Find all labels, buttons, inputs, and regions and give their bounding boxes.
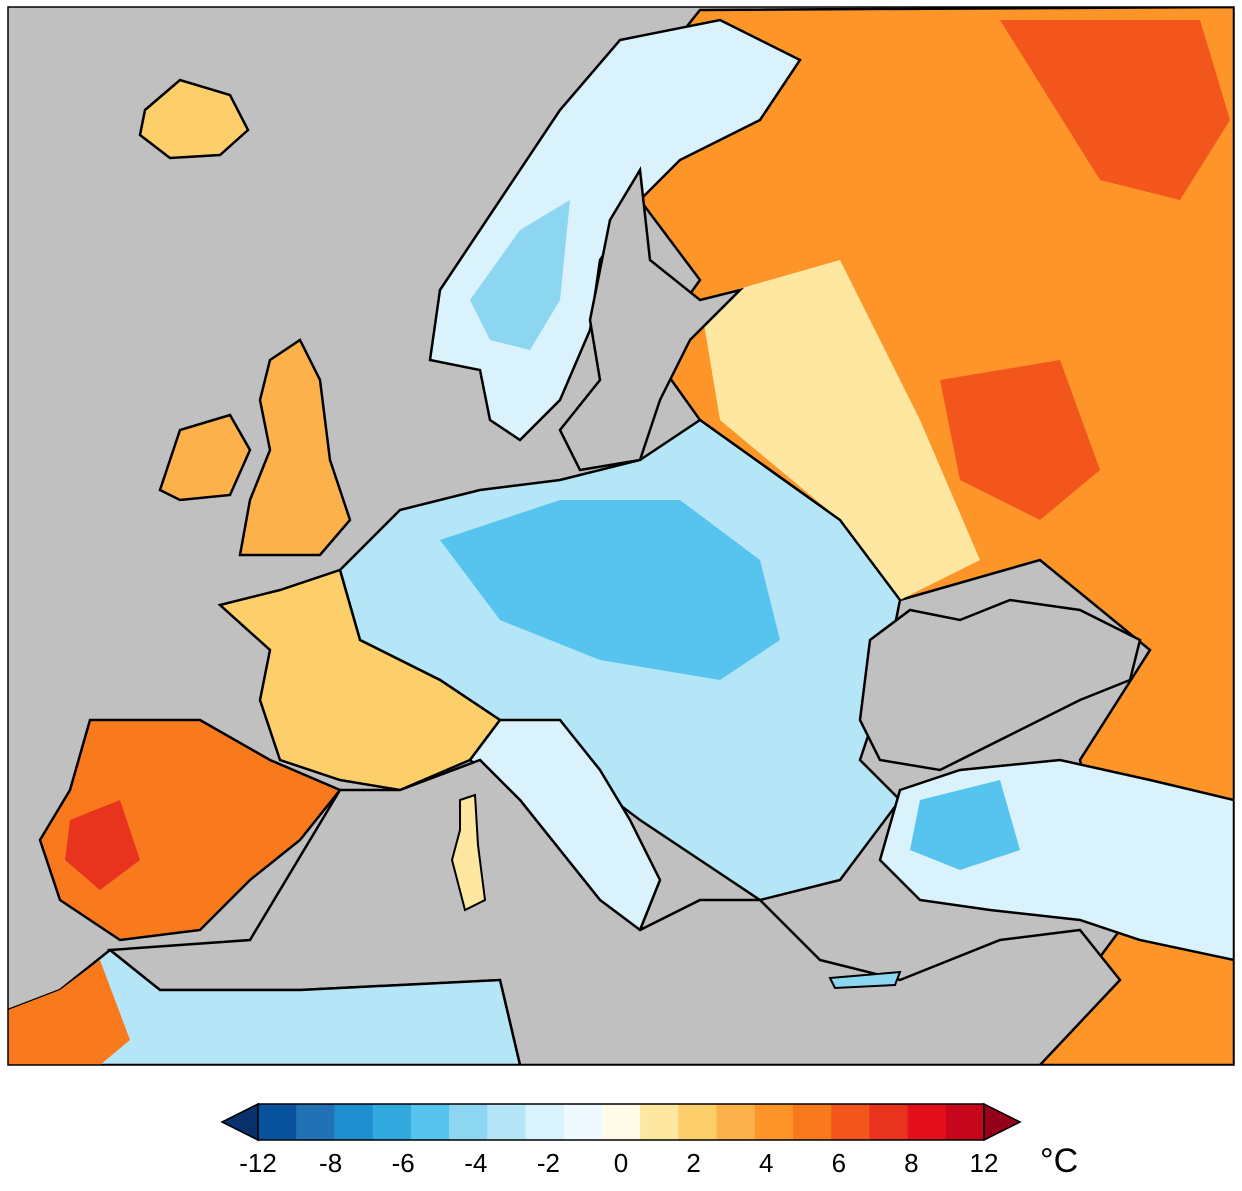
land-ireland [158, 413, 252, 502]
colorbar-segment [296, 1104, 335, 1140]
colorbar-tick-label: -4 [464, 1148, 487, 1178]
colorbar-tick-label: 0 [614, 1148, 628, 1178]
land-great-britain [238, 338, 352, 557]
colorbar-segments [220, 1102, 1022, 1142]
colorbar-segment [334, 1104, 374, 1140]
colorbar-segment [945, 1104, 985, 1140]
land-north-africa [8, 948, 522, 1065]
black-sea [858, 598, 1142, 772]
land-iceland [138, 78, 250, 160]
colorbar-tick-label: 2 [686, 1148, 700, 1178]
colorbar-tick-label: 6 [832, 1148, 846, 1178]
colorbar-segment [869, 1104, 909, 1140]
cool-core-anatolia [910, 780, 1020, 870]
baltic-sea [558, 166, 745, 472]
colorbar-tick-label: -8 [319, 1148, 342, 1178]
colorbar-segment [831, 1104, 870, 1140]
colorbar-arrow-max [983, 1102, 1022, 1142]
colorbar-segment [487, 1104, 526, 1140]
warm-core-morocco [8, 960, 130, 1065]
land-iberia [38, 718, 343, 942]
colorbar-tick-label: 4 [759, 1148, 773, 1178]
colorbar-segment [678, 1104, 718, 1140]
land-crete [828, 970, 902, 990]
colorbar-tick-label: -12 [239, 1148, 277, 1178]
cool-core-scandinavia [470, 200, 570, 350]
colorbar-tick-labels: -12 -8 -6 -4 -2 0 2 4 6 8 12 [239, 1148, 998, 1178]
colorbar-tick-label: -2 [537, 1148, 560, 1178]
map-border [7, 6, 1235, 1066]
colorbar-unit-label: °C [1040, 1142, 1078, 1180]
land-corsica-sardinia [450, 793, 487, 912]
colorbar-segment [716, 1104, 756, 1140]
colorbar-segment [410, 1104, 450, 1140]
colorbar-outline [257, 1103, 985, 1141]
colorbar-segment [525, 1104, 565, 1140]
colorbar-arrow-min [220, 1102, 259, 1142]
colorbar-segment [563, 1104, 603, 1140]
warm-core-east-2 [940, 360, 1100, 520]
colorbar-tick-label: -6 [392, 1148, 415, 1178]
colorbar-segment [372, 1104, 412, 1140]
mild-band-east [700, 260, 980, 600]
temperature-anomaly-map [7, 6, 1235, 1066]
colorbar-segment [907, 1104, 947, 1140]
colorbar-tick-label: 12 [970, 1148, 999, 1178]
colorbar-segment [792, 1104, 832, 1140]
colorbar-segment [258, 1104, 297, 1140]
warm-core-iberia [65, 800, 140, 890]
colorbar-segment [640, 1104, 679, 1140]
colorbar-segment [754, 1104, 794, 1140]
cool-core-central [440, 500, 780, 680]
colorbar-segment [601, 1104, 641, 1140]
warm-core-east [1000, 20, 1230, 200]
colorbar-segment [449, 1104, 488, 1140]
colorbar-tick-label: 8 [904, 1148, 918, 1178]
